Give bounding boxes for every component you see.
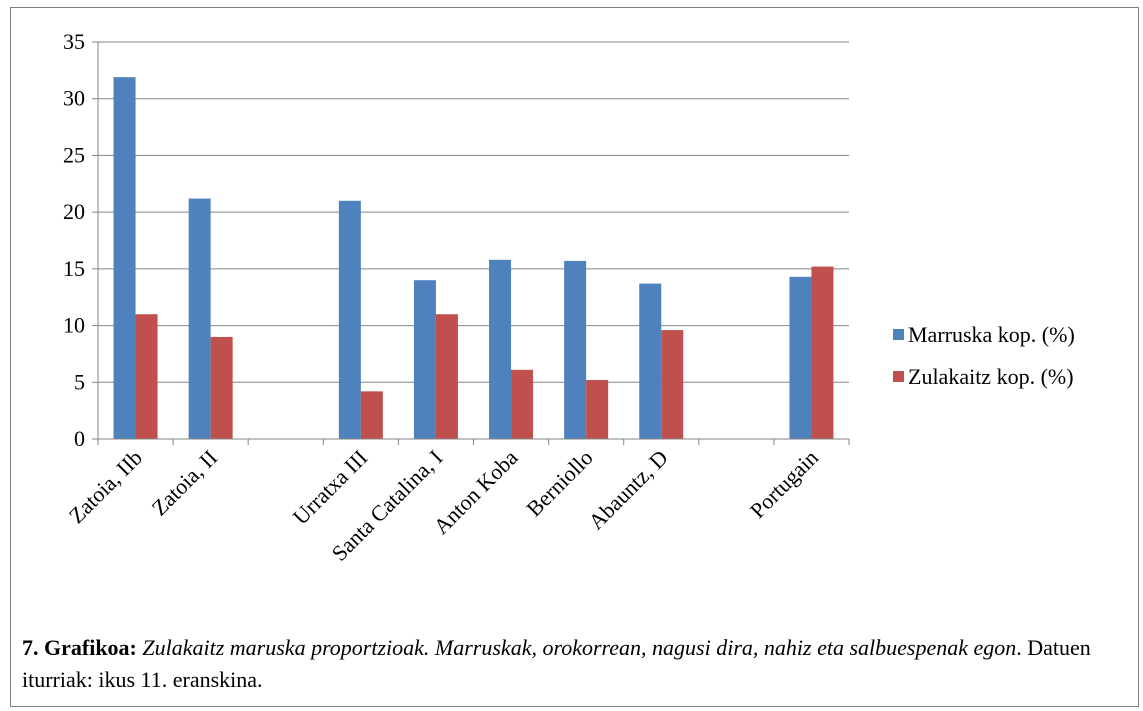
caption-label: 7. Grafikoa: xyxy=(22,635,137,660)
bar-zulakaitz xyxy=(210,336,233,439)
figure-frame xyxy=(10,7,1139,707)
bar-marruska xyxy=(789,276,812,439)
y-tick-label: 15 xyxy=(63,256,85,281)
bars xyxy=(113,77,834,440)
legend: Marruska kop. (%) Zulakaitz kop. (%) xyxy=(893,322,1075,389)
caption-italic-text: Zulakaitz maruska proportzioak. Marruska… xyxy=(136,635,1017,660)
bar-marruska xyxy=(489,259,512,439)
bar-zulakaitz xyxy=(360,391,383,439)
bar-zulakaitz xyxy=(135,314,158,439)
bar-zulakaitz xyxy=(586,380,609,439)
bar-chart: 0 5 10 15 20 25 30 35 Zatoia, IIb Zatoia, II Urra… xyxy=(63,29,1075,566)
x-tick-label: Portugain xyxy=(745,445,823,523)
gridlines xyxy=(98,41,849,383)
bar-zulakaitz xyxy=(435,314,458,439)
legend-label: Zulakaitz kop. (%) xyxy=(908,364,1074,389)
x-tick-label: Abauntz, D xyxy=(583,445,672,534)
bar-marruska xyxy=(639,283,662,439)
legend-swatch xyxy=(893,371,904,382)
y-tick-label: 35 xyxy=(63,29,85,54)
bar-marruska xyxy=(564,260,587,439)
bar-marruska xyxy=(338,200,361,439)
bar-marruska xyxy=(188,198,211,439)
x-tick-label: Berniollo xyxy=(521,445,597,521)
y-tick-label: 30 xyxy=(63,86,85,111)
axes xyxy=(92,41,850,445)
y-tick-label: 10 xyxy=(63,313,85,338)
y-tick-label: 25 xyxy=(63,142,85,167)
legend-swatch xyxy=(893,329,904,340)
bar-zulakaitz xyxy=(661,330,684,439)
y-tick-label: 5 xyxy=(74,369,85,394)
x-tick-label: Zatoia, IIb xyxy=(64,445,147,528)
y-tick-label: 0 xyxy=(74,426,85,451)
legend-label: Marruska kop. (%) xyxy=(908,322,1075,347)
bar-marruska xyxy=(413,280,436,439)
y-tick-labels: 0 5 10 15 20 25 30 35 xyxy=(63,29,85,451)
y-tick-label: 20 xyxy=(63,199,85,224)
bar-zulakaitz xyxy=(811,266,834,439)
bar-zulakaitz xyxy=(511,369,534,439)
figure-caption: 7. Grafikoa: Zulakaitz maruska proportzi… xyxy=(22,632,1122,696)
caption-plain-text: . Datuen iturriak: ikus 11. eranskina. xyxy=(22,635,1091,692)
x-tick-label: Zatoia, II xyxy=(147,445,223,521)
bar-marruska xyxy=(113,77,136,440)
